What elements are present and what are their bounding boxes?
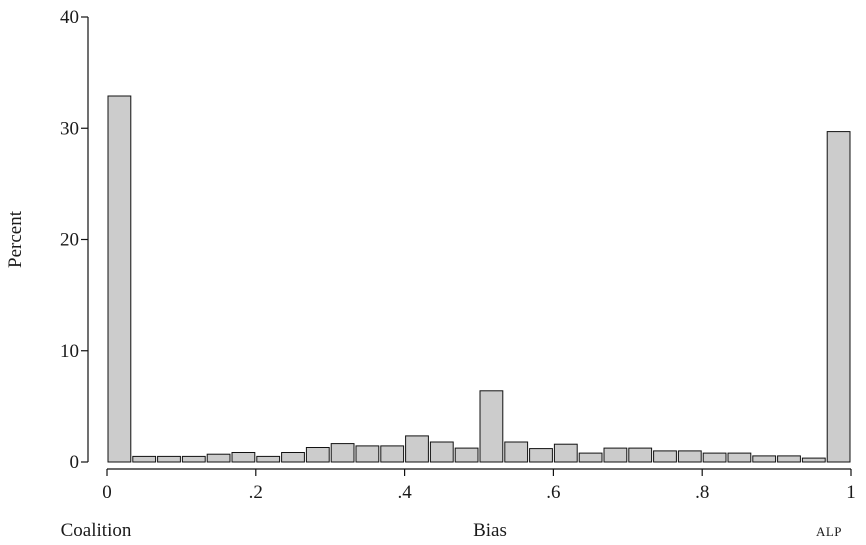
x-tick-label: .8 bbox=[695, 482, 709, 503]
y-tick-label: 40 bbox=[60, 7, 79, 28]
histogram-bar bbox=[777, 455, 801, 463]
histogram-bar bbox=[529, 448, 553, 463]
y-tick-label: 10 bbox=[60, 341, 79, 362]
y-axis-title: Percent bbox=[5, 210, 26, 268]
histogram-bar bbox=[801, 457, 826, 463]
histogram-bar bbox=[702, 452, 727, 463]
x-tick-label: 0 bbox=[102, 482, 112, 503]
histogram-bar bbox=[132, 455, 157, 463]
y-axis-ticks: 0 10 20 30 40 bbox=[60, 7, 88, 473]
x-tick-label: 1 bbox=[846, 482, 856, 503]
histogram-bar bbox=[107, 95, 132, 463]
y-tick-label: 20 bbox=[60, 230, 79, 251]
x-axis-ticks: 0 .2 .4 .6 .8 1 bbox=[102, 469, 856, 503]
x-tick-label: .2 bbox=[249, 482, 263, 503]
histogram-bar bbox=[653, 450, 677, 463]
histogram-bar bbox=[479, 390, 504, 463]
histogram-bar bbox=[752, 455, 777, 463]
histogram-bar bbox=[677, 450, 702, 463]
histogram-bar bbox=[628, 447, 653, 463]
histogram-bar bbox=[330, 443, 355, 463]
histogram-bar bbox=[429, 441, 454, 463]
x-tick-label: .6 bbox=[546, 482, 560, 503]
histogram-bar bbox=[603, 447, 628, 463]
histogram-bar bbox=[454, 447, 479, 463]
right-end-label: ALP bbox=[816, 524, 842, 539]
histogram-bar bbox=[305, 447, 330, 463]
histogram-bar bbox=[727, 452, 752, 463]
histogram-bar bbox=[181, 455, 206, 463]
bars-group bbox=[107, 95, 851, 463]
histogram-bar bbox=[405, 435, 429, 463]
histogram-bar bbox=[355, 445, 380, 463]
x-tick-label: .4 bbox=[397, 482, 412, 503]
left-end-label: Coalition bbox=[61, 520, 132, 541]
histogram-bar bbox=[256, 455, 281, 463]
y-tick-label: 30 bbox=[60, 118, 79, 139]
y-tick-label: 0 bbox=[70, 452, 80, 473]
histogram-bar bbox=[380, 445, 405, 463]
x-axis-title: Bias bbox=[473, 520, 507, 541]
histogram-bar bbox=[206, 453, 231, 463]
histogram-bar bbox=[826, 131, 851, 463]
histogram-bar bbox=[231, 452, 256, 463]
histogram-bar bbox=[157, 455, 181, 463]
histogram-bar bbox=[553, 443, 578, 463]
histogram-bar bbox=[281, 452, 305, 463]
histogram-bar bbox=[578, 452, 603, 463]
histogram-bar bbox=[504, 441, 529, 463]
